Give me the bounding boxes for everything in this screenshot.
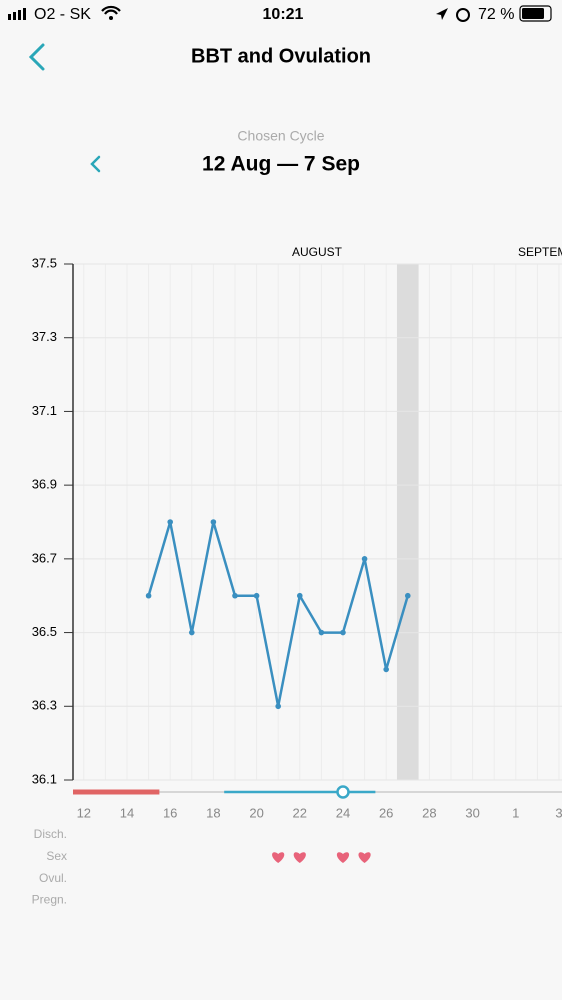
x-tick-label: 14: [120, 805, 134, 820]
signal-icon: [8, 8, 26, 20]
y-tick-label: 37.5: [32, 255, 57, 270]
ovulation-marker: [336, 785, 350, 799]
wifi-dot: [109, 16, 113, 20]
temperature-point: [383, 666, 389, 673]
row-label: Ovul.: [39, 871, 67, 885]
temperature-point: [188, 629, 195, 636]
clock: 10:21: [263, 6, 304, 23]
back-button[interactable]: [28, 43, 45, 71]
y-tick-label: 36.3: [32, 698, 57, 713]
temperature-point: [361, 556, 368, 562]
temperature-point: [253, 592, 260, 599]
row-label: Sex: [46, 849, 67, 863]
previous-cycle-button[interactable]: [90, 155, 101, 173]
x-tick-label: 24: [336, 805, 350, 820]
x-tick-label: 22: [293, 805, 307, 820]
row-label: Disch.: [34, 827, 67, 841]
location-icon: [436, 8, 448, 20]
x-tick-label: 16: [163, 805, 177, 820]
y-tick-label: 36.1: [32, 771, 57, 786]
y-tick-label: 37.3: [32, 329, 57, 344]
x-tick-label: 20: [249, 805, 263, 820]
cycle-label: Chosen Cycle: [237, 128, 324, 144]
y-tick-label: 36.9: [32, 477, 57, 492]
y-tick-label: 36.7: [32, 550, 57, 565]
x-tick-label: 18: [206, 805, 220, 820]
month-label: AUGUST: [292, 245, 343, 259]
battery-icon: [519, 5, 552, 22]
row-label: Pregn.: [32, 893, 67, 907]
battery-level: 72 %: [478, 6, 514, 23]
temperature-point: [275, 703, 281, 710]
x-tick-label: 28: [422, 805, 436, 820]
y-tick-label: 36.5: [32, 624, 57, 639]
cycle-range: 12 Aug — 7 Sep: [202, 153, 360, 176]
temperature-point: [210, 519, 217, 525]
carrier: O2 - SK: [34, 6, 91, 23]
temperature-point: [318, 629, 325, 636]
chart: 37.5 37.3 37.1 36.9 36.7 36.5 36.3 36.1 AUGUST SE…: [32, 245, 562, 907]
battery-fill: [522, 8, 544, 19]
temperature-point: [145, 592, 152, 599]
temperature-point: [232, 592, 238, 599]
alarm-icon: [456, 8, 470, 22]
x-tick-label: 30: [465, 805, 479, 820]
temperature-point: [167, 519, 173, 525]
heart: [358, 852, 371, 863]
x-tick-label: 26: [379, 805, 393, 820]
heart: [336, 852, 350, 863]
today-band: [396, 264, 419, 780]
temperature-point: [296, 592, 303, 599]
x-tick-label: 1: [512, 805, 519, 820]
month-label: SEPTEMBER: [518, 245, 562, 259]
heart: [272, 852, 285, 863]
temperature-point: [404, 592, 411, 599]
temperature-point: [340, 629, 346, 636]
page-title: BBT and Ovulation: [191, 45, 371, 67]
y-tick-label: 37.1: [32, 403, 57, 418]
x-tick-label: 12: [77, 805, 91, 820]
heart: [293, 852, 306, 863]
wifi-icon: [101, 5, 121, 15]
x-tick-label: 3: [555, 805, 562, 820]
